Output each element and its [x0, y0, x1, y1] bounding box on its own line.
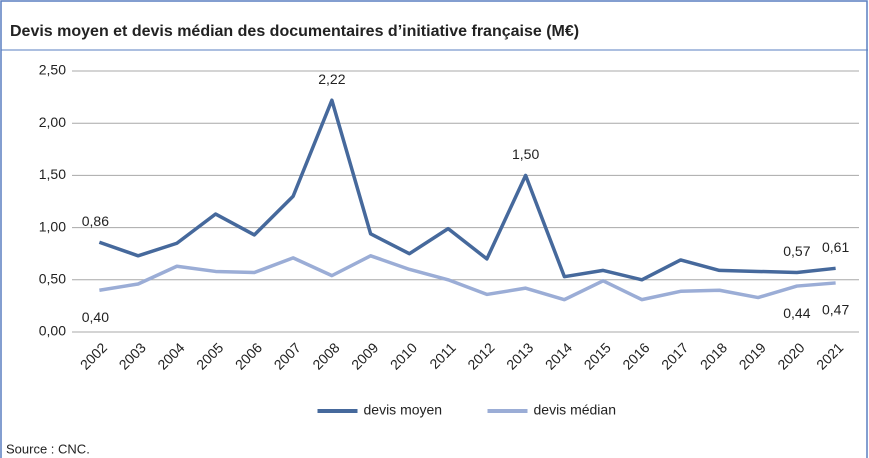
source: Source : CNC. [6, 441, 90, 456]
y-tick-label: 2,50 [39, 62, 66, 78]
x-tick-label: 2020 [774, 339, 807, 372]
x-tick-label: 2003 [116, 339, 149, 372]
data-label: 2,22 [318, 71, 345, 87]
data-label: 0,40 [82, 309, 109, 325]
x-tick-label: 2012 [464, 339, 497, 372]
x-tick-label: 2005 [193, 339, 226, 372]
series-line [98, 98, 836, 282]
x-tick-label: 2004 [154, 339, 187, 372]
data-label: 0,47 [822, 302, 849, 318]
x-tick-label: 2018 [697, 339, 730, 372]
y-tick-label: 1,00 [39, 218, 66, 234]
y-tick-label: 1,50 [39, 166, 66, 182]
x-tick-label: 2010 [387, 339, 420, 372]
data-label: 0,61 [822, 239, 849, 255]
legend-label: devis médian [534, 402, 617, 418]
y-tick-label: 0,50 [39, 271, 66, 287]
x-tick-label: 2008 [309, 339, 342, 372]
x-tick-label: 2017 [658, 339, 691, 372]
x-tick-label: 2019 [736, 339, 769, 372]
data-label: 0,86 [82, 213, 109, 229]
y-tick-label: 0,00 [39, 323, 66, 339]
data-label: 0,44 [783, 305, 810, 321]
chart-title: Devis moyen et devis médian des document… [10, 23, 579, 40]
x-tick-label: 2002 [77, 339, 110, 372]
y-tick-label: 2,00 [39, 114, 66, 130]
x-tick-label: 2013 [503, 339, 536, 372]
data-label: 0,57 [783, 243, 810, 259]
x-tick-label: 2011 [426, 339, 459, 372]
x-tick-label: 2014 [542, 339, 575, 372]
x-tick-label: 2021 [813, 339, 846, 372]
x-tick-label: 2015 [581, 339, 614, 372]
x-tick-label: 2007 [271, 339, 304, 372]
x-tick-label: 2006 [232, 339, 265, 372]
x-tick-label: 2009 [348, 339, 381, 372]
series-line [99, 254, 836, 302]
legend-label: devis moyen [364, 402, 443, 418]
data-label: 1,50 [512, 146, 539, 162]
x-tick-label: 2016 [619, 339, 652, 372]
